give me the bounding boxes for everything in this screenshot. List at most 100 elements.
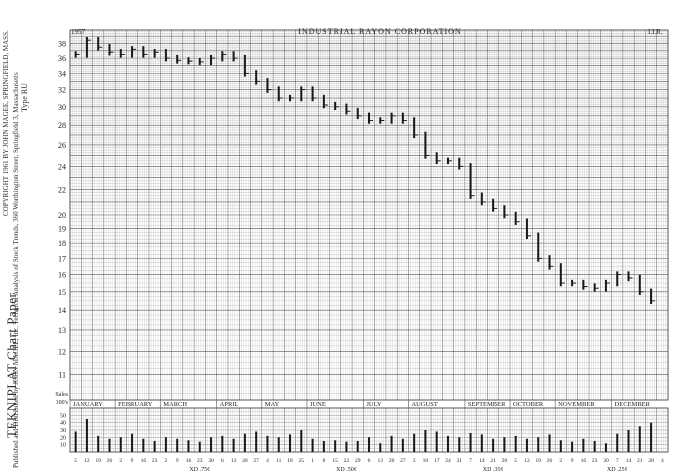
month-label: MARCH [163,401,187,408]
y-tick-label: 32 [58,86,66,95]
month-label: MAY [265,401,280,408]
week-label: 6 [368,458,371,464]
week-label: 29 [355,458,361,464]
week-label: 17 [434,458,440,464]
y-tick-label: 26 [58,141,66,150]
week-label: 2 [119,458,122,464]
month-label: APRIL [220,401,239,408]
y-tick-label: 24 [58,162,66,171]
week-label: 30 [603,458,609,464]
week-label: 12 [524,458,530,464]
month-label: JULY [366,401,382,408]
month-label: NOVEMBER [558,401,595,408]
week-label: 10 [423,458,429,464]
y-tick-label: 13 [58,326,66,335]
week-label: 8 [322,458,325,464]
week-label: 5 [74,458,77,464]
week-label: 14 [479,458,485,464]
y-tick-label: 34 [58,69,66,78]
dividend-note: XD .35¢ [483,467,504,473]
chart-title: INDUSTRIAL RAYON CORPORATION [298,27,461,36]
week-label: 21 [637,458,643,464]
y-tick-label: 15 [58,288,66,297]
week-label: 12 [84,458,90,464]
week-label: 7 [469,458,472,464]
week-label: 9 [571,458,574,464]
y-tick-label: 30 [58,103,66,112]
week-label: 27 [253,458,259,464]
week-label: 26 [547,458,553,464]
week-label: 20 [389,458,395,464]
dividend-note: XD .50¢ [336,467,357,473]
week-label: 13 [378,458,384,464]
week-label: 19 [95,458,101,464]
week-label: 31 [457,458,463,464]
week-label: 23 [592,458,598,464]
volume-tick-label: 40 [60,421,66,427]
week-label: 3 [413,458,416,464]
week-label: 16 [141,458,147,464]
month-label: JUNE [310,401,326,408]
y-axis-labels: 11 12 13 14 15 16 17 18 19 20 22 24 26 28 30 32 34 36 38 10… [55,40,68,449]
week-label: 20 [242,458,248,464]
week-label: 25 [299,458,305,464]
week-label: 2 [559,458,562,464]
week-label: 21 [490,458,496,464]
week-label: 2 [165,458,168,464]
week-label: 14 [626,458,632,464]
week-label: 16 [581,458,587,464]
y-tick-label: 16 [58,271,66,280]
y-tick-label: 20 [58,211,66,220]
volume-axis-label: 100's [56,400,69,406]
y-tick-label: 36 [58,54,66,63]
week-label: 15 [332,458,338,464]
month-label: FEBRUARY [118,401,153,408]
month-label: OCTOBER [513,401,544,408]
month-label: AUGUST [411,401,437,408]
volume-tick-label: 50 [60,413,66,419]
y-tick-label: 14 [58,306,66,315]
week-label: 4 [661,458,664,464]
week-label: 28 [502,458,508,464]
grid [69,29,669,453]
month-label: DECEMBER [615,401,651,408]
y-tick-label: 17 [58,254,66,263]
week-label: 5 [514,458,517,464]
corner-label: I.I.R. [648,28,663,36]
x-axis-labels: JANUARY FEBRUARY MARCH APRIL MAY JUNE JULY AUGU… [69,400,664,473]
week-label: 23 [197,458,203,464]
y-tick-label: 11 [58,371,66,380]
y-tick-label: 18 [58,239,66,248]
dividend-note: XD .25¢ [607,467,628,473]
week-label: 22 [344,458,350,464]
y-tick-label: 12 [58,347,66,356]
week-label: 19 [535,458,541,464]
week-label: 4 [266,458,269,464]
week-label: 24 [445,458,451,464]
week-label: 6 [221,458,224,464]
volume-tick-label: 10 [60,443,66,449]
volume-tick-label: 30 [60,428,66,434]
price-bars [74,37,656,305]
y-tick-label: 22 [58,186,66,195]
week-label: 18 [287,458,293,464]
week-label: 11 [276,458,282,464]
week-label: 9 [176,458,179,464]
week-label: 26 [107,458,113,464]
month-label: SEPTEMBER [468,401,506,408]
month-label: JANUARY [73,401,103,408]
volume-bars [74,419,653,452]
volume-axis-label: Sales [55,392,68,398]
week-label: 28 [648,458,654,464]
volume-tick-label: 20 [60,435,66,441]
week-label: 1 [311,458,314,464]
y-tick-label: 28 [58,121,66,130]
year-label: 1957 [71,28,86,36]
week-label: 16 [186,458,192,464]
y-tick-label: 19 [58,225,66,234]
week-label: 23 [152,458,158,464]
dividend-note: XD .75¢ [189,467,210,473]
week-label: 30 [208,458,214,464]
